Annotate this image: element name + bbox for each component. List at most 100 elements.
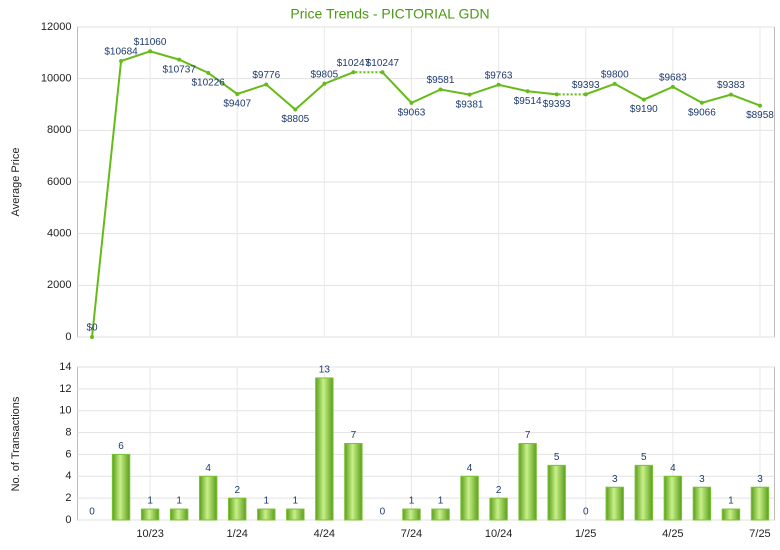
bar — [169, 508, 189, 521]
data-label: 1 — [147, 496, 153, 507]
data-label: $9066 — [688, 107, 716, 118]
bar — [315, 377, 334, 521]
point — [583, 92, 588, 97]
data-label: $9805 — [310, 69, 338, 80]
x-tick-label: 7/24 — [401, 528, 422, 540]
x-tick-label: 4/25 — [662, 528, 683, 540]
point — [467, 92, 472, 97]
point — [641, 97, 646, 102]
bar — [257, 508, 276, 521]
bar — [344, 443, 363, 521]
y-tick-label: 4 — [65, 470, 71, 482]
point — [409, 100, 414, 105]
x-tick-label: 4/24 — [314, 528, 335, 540]
point — [612, 81, 617, 86]
y-tick-label: 12 — [59, 383, 71, 395]
data-label: $9581 — [427, 75, 455, 86]
x-tick-label: 1/24 — [227, 528, 248, 540]
bar — [518, 443, 537, 521]
point — [235, 91, 240, 96]
data-label: 1 — [176, 496, 182, 507]
y-tick-label: 10000 — [41, 73, 72, 85]
x-tick-label: 7/25 — [749, 528, 770, 540]
data-label: 1 — [728, 496, 734, 507]
bar — [431, 508, 450, 521]
data-label: $11060 — [134, 37, 167, 48]
point — [177, 57, 182, 62]
point — [293, 107, 298, 112]
bar — [750, 486, 770, 521]
point — [757, 103, 762, 108]
data-label: $10226 — [192, 77, 226, 88]
data-label: 5 — [641, 452, 647, 463]
bar — [547, 464, 566, 521]
point — [119, 58, 124, 63]
point — [322, 81, 327, 86]
bar — [111, 453, 131, 521]
data-label: 1 — [409, 496, 415, 507]
data-label: $10684 — [104, 47, 138, 58]
data-label: 0 — [89, 507, 95, 518]
bar — [692, 486, 712, 521]
data-label: $9063 — [398, 108, 426, 119]
data-label: $9190 — [630, 104, 658, 115]
data-label: 1 — [438, 496, 444, 507]
point — [554, 92, 559, 97]
data-label: 4 — [670, 463, 676, 474]
y-tick-label: 6 — [65, 448, 71, 460]
point — [699, 100, 704, 105]
y-tick-label: 10 — [59, 405, 71, 417]
data-label: 0 — [380, 507, 386, 518]
data-label: 3 — [699, 474, 705, 485]
data-label: $9800 — [601, 69, 629, 80]
data-label: $10247 — [337, 58, 371, 69]
data-label: 7 — [525, 430, 531, 441]
data-label: $8805 — [281, 114, 309, 125]
data-label: 1 — [293, 496, 299, 507]
data-label: 13 — [319, 365, 331, 376]
y-tick-label: 2 — [65, 492, 71, 504]
data-label: 7 — [351, 430, 357, 441]
bar — [228, 497, 247, 521]
y-tick-label: 2000 — [47, 279, 71, 291]
data-label: $9407 — [223, 99, 251, 110]
data-label: $9383 — [717, 80, 745, 91]
point — [670, 84, 675, 89]
y-tick-label: 6000 — [47, 176, 71, 188]
bar — [140, 508, 160, 521]
x-tick-label: 10/23 — [136, 528, 164, 540]
data-label: $10737 — [162, 64, 196, 75]
bar — [198, 475, 218, 521]
y-axis-title: Average Price — [10, 148, 22, 217]
y-tick-label: 12000 — [41, 21, 72, 33]
bar — [605, 486, 624, 521]
point — [525, 89, 530, 94]
data-label: $9514 — [514, 96, 542, 107]
data-label: 4 — [467, 463, 473, 474]
data-label: $9393 — [543, 99, 571, 110]
data-label: 3 — [757, 474, 763, 485]
x-tick-label: 1/25 — [575, 528, 596, 540]
data-label: 1 — [263, 496, 269, 507]
data-label: 2 — [234, 485, 240, 496]
data-label: $0 — [86, 323, 98, 334]
data-label: $10247 — [366, 58, 400, 69]
data-label: $9776 — [252, 70, 280, 81]
point — [351, 70, 356, 75]
bar — [286, 508, 305, 521]
point — [438, 87, 443, 92]
point — [380, 70, 385, 75]
data-label: 2 — [496, 485, 502, 496]
data-label: 6 — [118, 441, 124, 452]
x-tick-label: 10/24 — [485, 528, 513, 540]
data-label: 0 — [583, 507, 589, 518]
data-label: $8958 — [746, 110, 774, 121]
bar — [460, 475, 479, 521]
data-label: $9683 — [659, 72, 687, 83]
y-tick-label: 8 — [65, 426, 71, 438]
chart-title: Price Trends - PICTORIAL GDN — [290, 6, 489, 22]
data-label: 3 — [612, 474, 618, 485]
y-tick-label: 8000 — [47, 124, 71, 136]
point — [148, 49, 153, 54]
y-tick-label: 0 — [65, 514, 71, 526]
